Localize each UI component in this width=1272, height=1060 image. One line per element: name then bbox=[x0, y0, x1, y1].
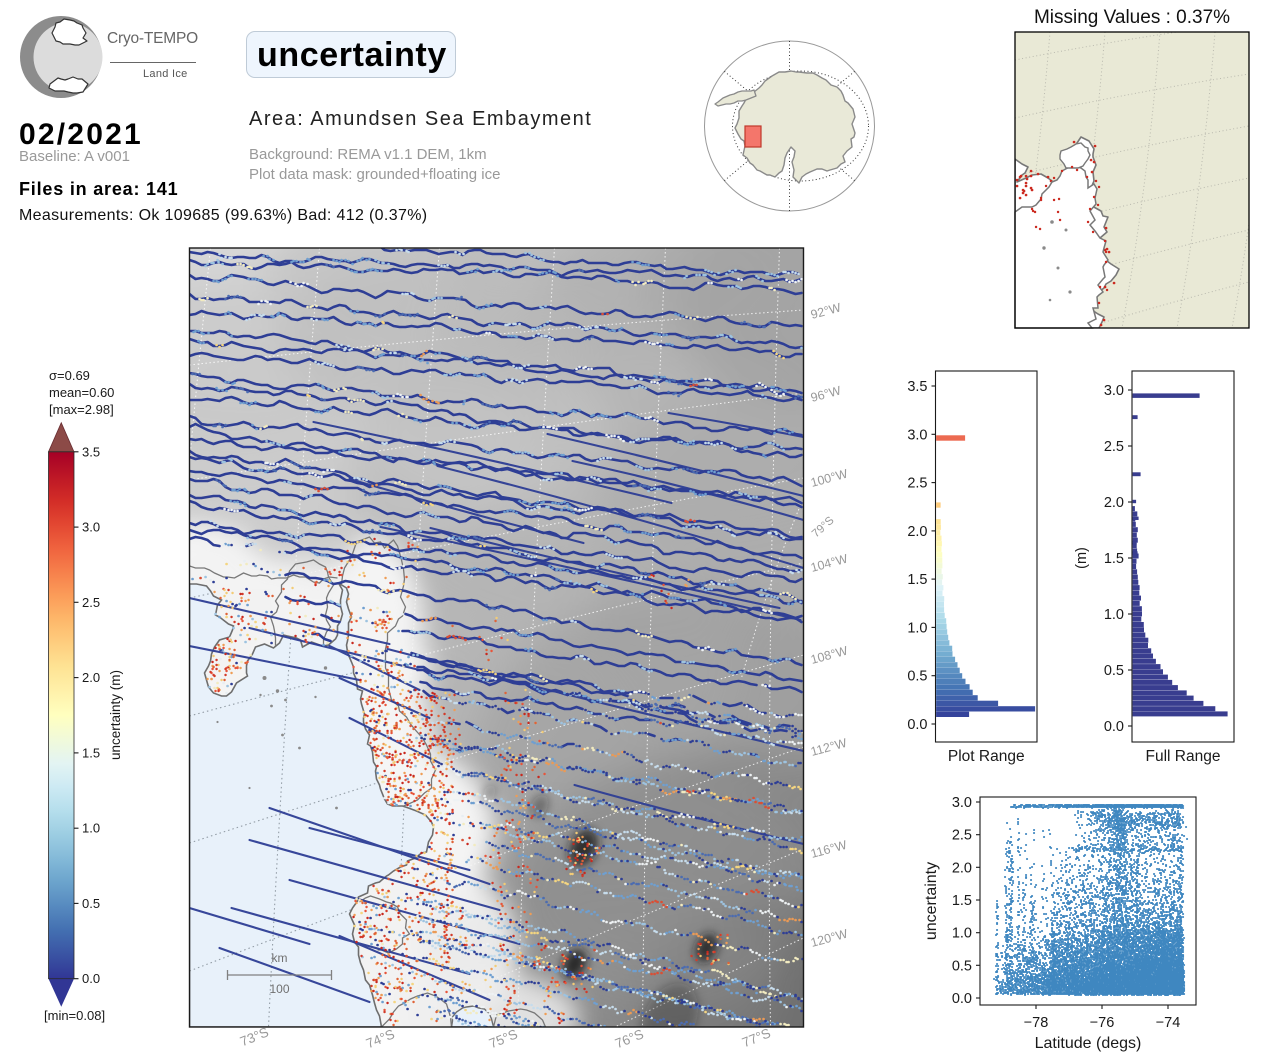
svg-text:74°S: 74°S bbox=[364, 1026, 397, 1051]
svg-text:2.5: 2.5 bbox=[907, 476, 927, 492]
svg-text:104°W: 104°W bbox=[809, 552, 849, 575]
svg-text:1.0: 1.0 bbox=[907, 620, 927, 636]
svg-text:−76: −76 bbox=[1090, 1015, 1115, 1031]
svg-text:75°S: 75°S bbox=[487, 1026, 520, 1051]
svg-text:−74: −74 bbox=[1156, 1015, 1181, 1031]
svg-text:Plot Range: Plot Range bbox=[948, 748, 1025, 765]
svg-text:Latitude (degs): Latitude (degs) bbox=[1035, 1035, 1142, 1052]
svg-text:0.5: 0.5 bbox=[82, 896, 100, 911]
svg-text:2.5: 2.5 bbox=[952, 828, 972, 844]
svg-text:σ=0.69: σ=0.69 bbox=[49, 368, 90, 383]
svg-text:77°S: 77°S bbox=[740, 1025, 773, 1050]
svg-text:2.0: 2.0 bbox=[907, 524, 927, 540]
svg-text:3.0: 3.0 bbox=[1104, 383, 1124, 399]
svg-text:Missing Values : 0.37%: Missing Values : 0.37% bbox=[1034, 7, 1230, 28]
svg-text:0.5: 0.5 bbox=[907, 669, 927, 685]
svg-text:km: km bbox=[272, 951, 288, 965]
svg-text:100°W: 100°W bbox=[809, 467, 849, 490]
svg-text:100: 100 bbox=[269, 982, 289, 996]
svg-text:(m): (m) bbox=[1074, 547, 1090, 569]
svg-text:3.0: 3.0 bbox=[82, 520, 100, 535]
svg-text:uncertainty: uncertainty bbox=[923, 862, 940, 940]
svg-text:2.0: 2.0 bbox=[82, 670, 100, 685]
svg-text:[min=0.08]: [min=0.08] bbox=[44, 1008, 105, 1023]
svg-text:3.5: 3.5 bbox=[907, 379, 927, 395]
svg-text:108°W: 108°W bbox=[809, 644, 849, 667]
svg-text:1.0: 1.0 bbox=[1104, 607, 1124, 623]
svg-text:uncertainty (m): uncertainty (m) bbox=[108, 670, 123, 760]
svg-text:−78: −78 bbox=[1024, 1015, 1049, 1031]
svg-text:Full Range: Full Range bbox=[1146, 748, 1221, 765]
svg-text:1.5: 1.5 bbox=[952, 893, 972, 909]
svg-text:2.0: 2.0 bbox=[1104, 495, 1124, 511]
svg-text:96°W: 96°W bbox=[809, 383, 842, 405]
svg-text:2.5: 2.5 bbox=[1104, 439, 1124, 455]
svg-text:1.0: 1.0 bbox=[82, 821, 100, 836]
svg-text:73°S: 73°S bbox=[238, 1024, 271, 1049]
svg-text:0.0: 0.0 bbox=[952, 991, 972, 1007]
svg-text:3.5: 3.5 bbox=[82, 444, 100, 459]
svg-text:1.0: 1.0 bbox=[952, 926, 972, 942]
svg-text:0.0: 0.0 bbox=[1104, 719, 1124, 735]
svg-text:0.0: 0.0 bbox=[82, 971, 100, 986]
svg-text:116°W: 116°W bbox=[809, 838, 848, 861]
svg-text:112°W: 112°W bbox=[809, 736, 848, 759]
svg-text:0.5: 0.5 bbox=[1104, 663, 1124, 679]
svg-text:0.5: 0.5 bbox=[952, 958, 972, 974]
svg-text:3.0: 3.0 bbox=[907, 427, 927, 443]
svg-text:120°W: 120°W bbox=[809, 927, 849, 950]
svg-text:1.5: 1.5 bbox=[907, 572, 927, 588]
svg-text:[max=2.98]: [max=2.98] bbox=[49, 402, 114, 417]
svg-text:92°W: 92°W bbox=[809, 300, 842, 322]
svg-text:0.0: 0.0 bbox=[907, 717, 927, 733]
svg-text:mean=0.60: mean=0.60 bbox=[49, 385, 114, 400]
svg-text:79°S: 79°S bbox=[810, 514, 837, 540]
svg-text:2.5: 2.5 bbox=[82, 595, 100, 610]
svg-text:1.5: 1.5 bbox=[1104, 551, 1124, 567]
svg-text:1.5: 1.5 bbox=[82, 745, 100, 760]
svg-text:2.0: 2.0 bbox=[952, 860, 972, 876]
svg-text:3.0: 3.0 bbox=[952, 795, 972, 811]
svg-text:76°S: 76°S bbox=[613, 1026, 646, 1051]
